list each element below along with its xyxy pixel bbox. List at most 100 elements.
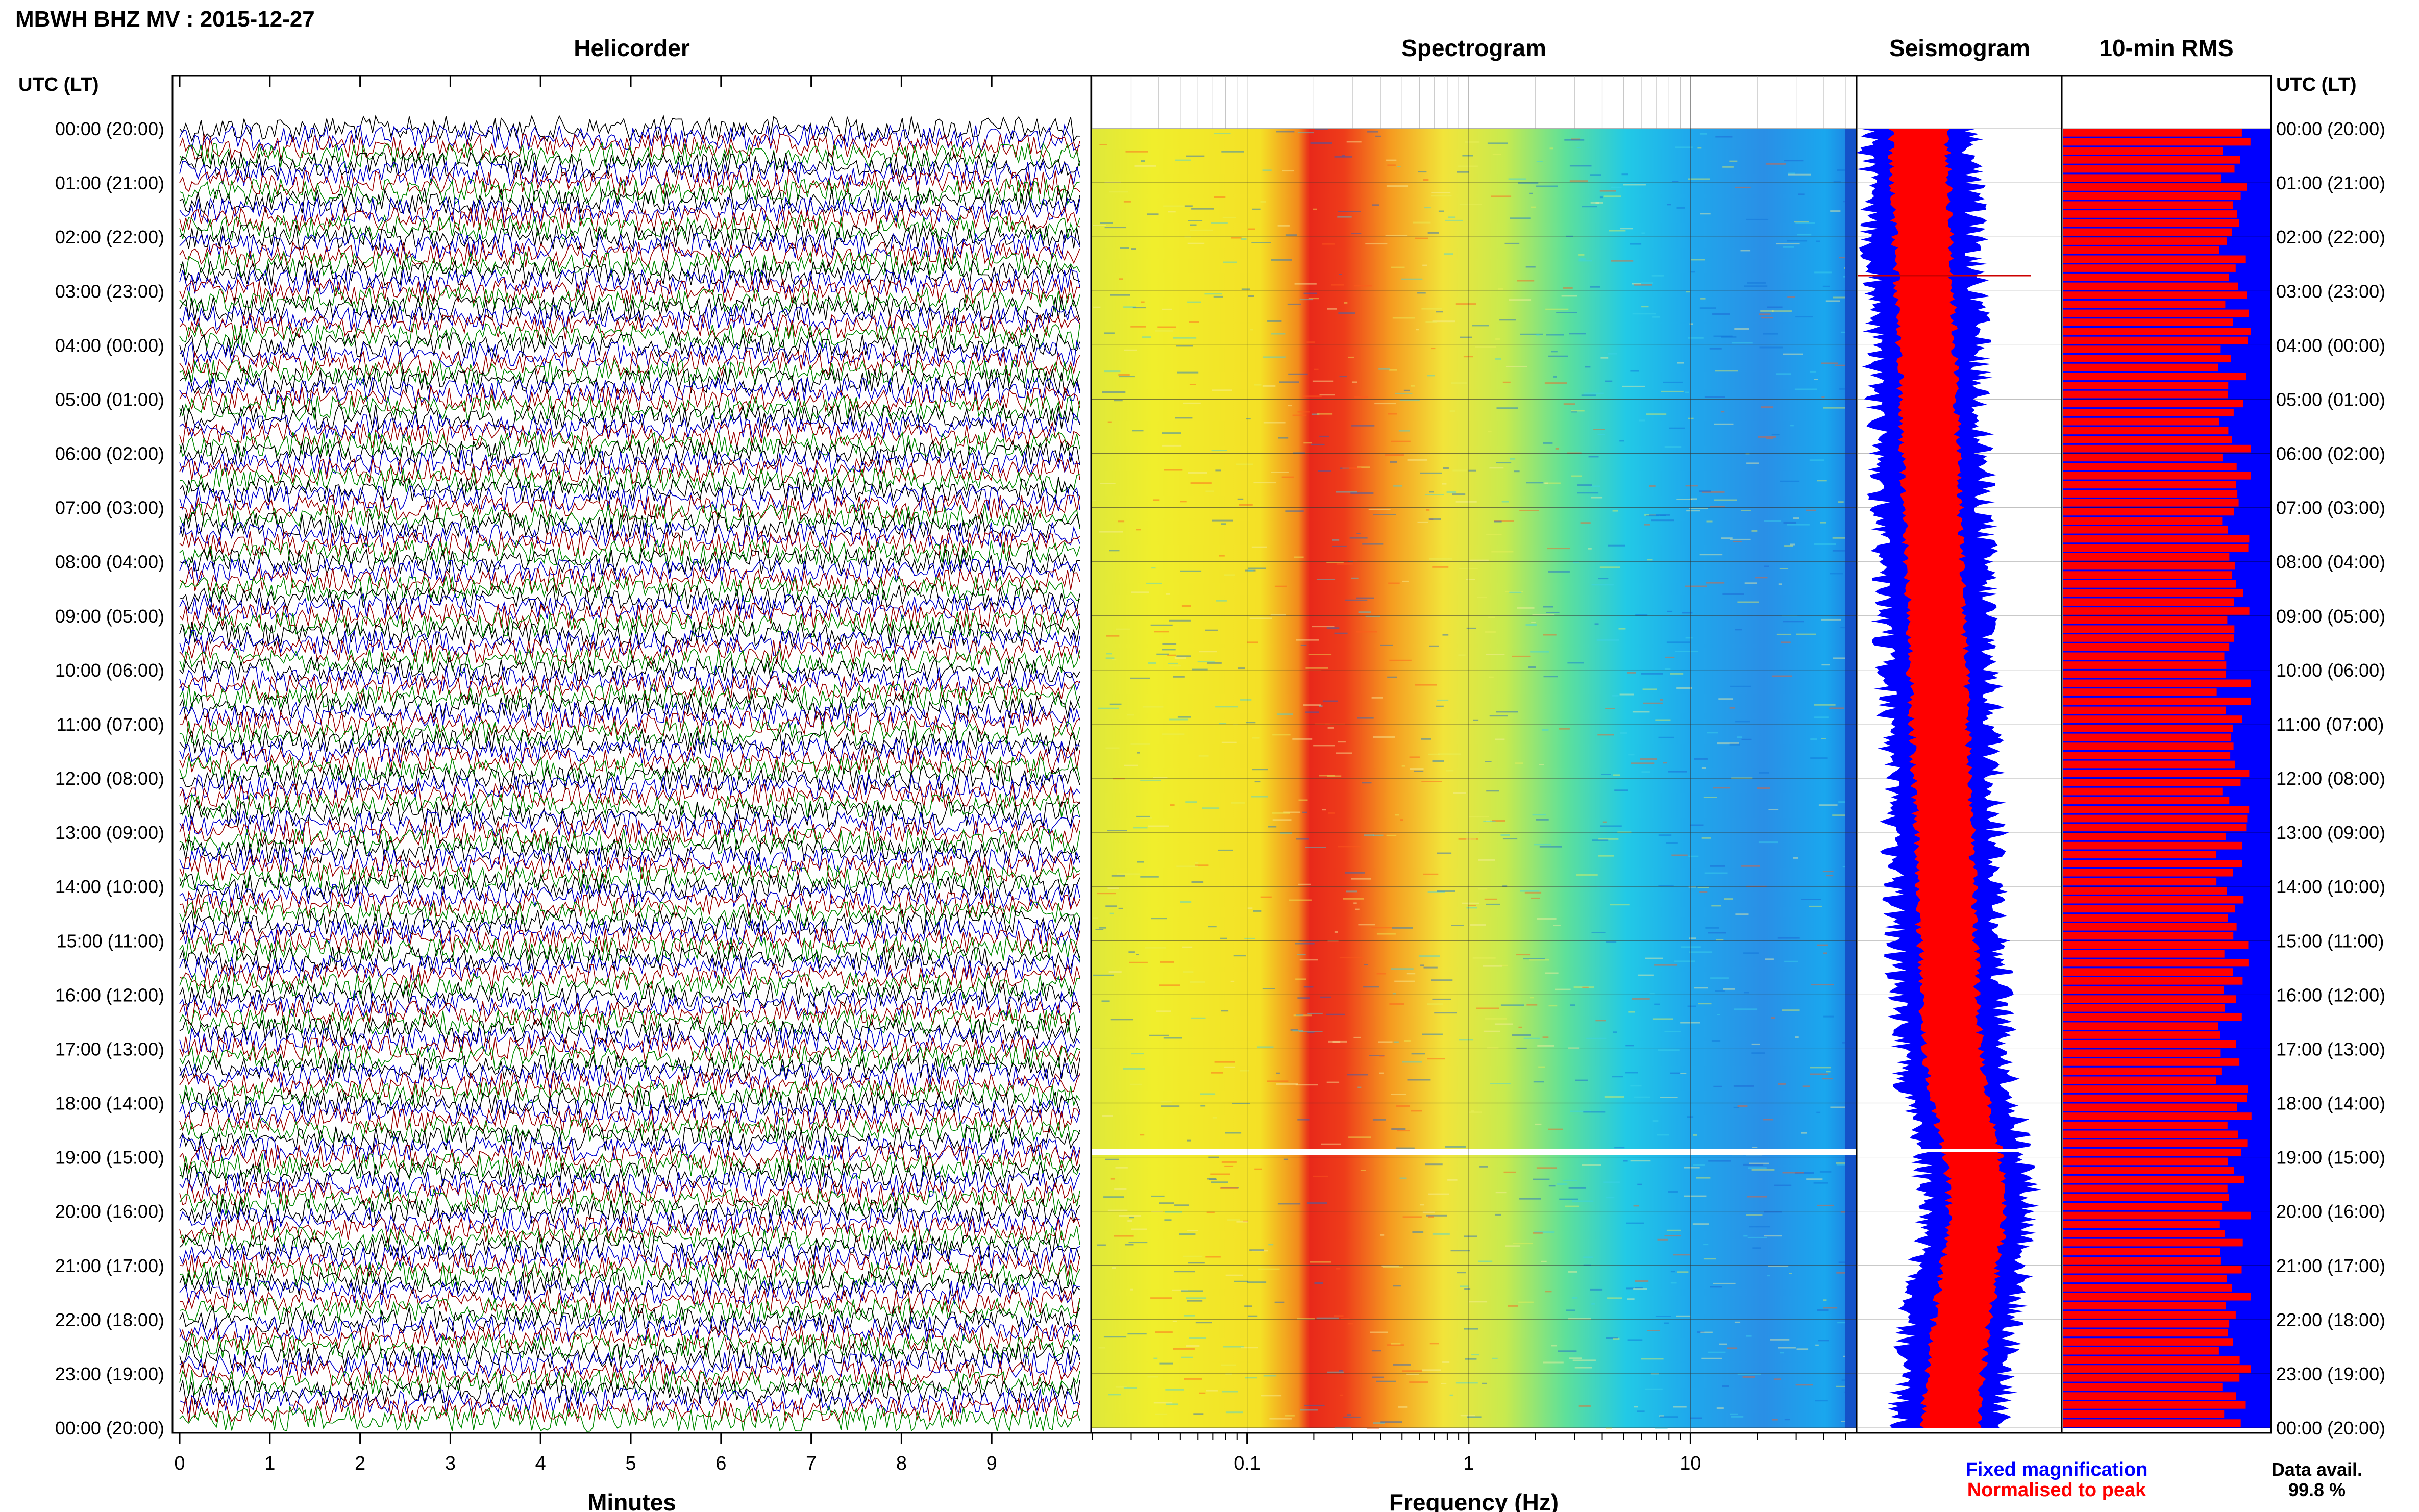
rms-fixed-background [2063,129,2270,1428]
spectrogram-texture-streak [1276,1072,1280,1074]
spectrogram-texture-streak [1162,308,1172,310]
helicorder-trace [179,989,1080,1018]
spectrogram-texture-streak [1358,924,1375,926]
spectrogram-texture-streak [1597,734,1614,736]
spectrogram-texture-streak [1490,1083,1511,1084]
spectrogram-texture-streak [1185,801,1197,803]
spectrogram-texture-streak [1676,207,1685,209]
spectrogram-texture-streak [1285,510,1304,512]
spectrogram-texture-streak [1353,902,1357,904]
spectrogram-texture-streak [1469,1301,1488,1303]
spectrogram-texture-streak [1543,1361,1564,1364]
spectrogram-texture-streak [1746,462,1759,464]
spectrogram-texture-streak [1297,411,1310,413]
spectrogram-texture-streak [1644,524,1650,526]
spectrogram-texture-streak [1489,715,1508,717]
spectrogram-texture-streak [1420,472,1442,474]
spectrogram-texture-streak [1466,838,1476,840]
spectrogram-texture-streak [1547,548,1570,550]
spectrogram-texture-streak [1338,741,1346,743]
helicorder-trace [179,323,1080,349]
spectrogram-texture-streak [1348,1136,1371,1138]
spectrogram-texture-streak [1391,440,1411,442]
spectrogram-texture-streak [1411,1053,1425,1055]
spectrogram-texture-streak [1356,597,1374,599]
spectrogram-texture-streak [1247,1281,1267,1283]
rms-bar [2063,535,2250,543]
rms-bar [2063,986,2224,994]
spectrogram-texture-streak [1685,391,1689,393]
spectrogram-texture-streak [1599,196,1603,199]
spectrogram-texture-streak [1271,472,1289,473]
spectrogram-texture-streak [1270,614,1286,616]
spectrogram-texture-streak [1476,597,1487,599]
spectrogram-texture-streak [1386,834,1397,836]
spectrogram-texture-streak [1545,972,1559,974]
spectrogram-texture-streak [1709,348,1722,350]
spectrogram-texture-streak [1468,816,1489,818]
spectrogram-texture-streak [1243,1220,1248,1222]
spectrogram-texture-streak [1123,306,1136,308]
rms-bar [2063,1302,2226,1310]
spectrogram-texture-streak [1175,417,1193,419]
spectrogram-texture-streak [1212,1117,1217,1119]
spectrogram-texture-streak [1184,1378,1202,1380]
spectrogram-texture-streak [1485,631,1496,633]
spectrogram-texture-streak [1287,303,1301,305]
spectrogram-texture-streak [1438,753,1462,755]
spectrogram-texture-streak [1793,517,1799,519]
spectrogram-texture-streak [1153,1357,1158,1359]
spectrogram-texture-streak [1327,1371,1344,1373]
spectrogram-texture-streak [1166,1403,1178,1405]
spectrogram-texture-streak [1221,151,1244,153]
spectrogram-texture-streak [1109,550,1120,552]
spectrogram-texture-streak [1591,932,1606,933]
rms-bar [2063,508,2234,516]
spectrogram-texture-streak [1167,654,1176,656]
spectrogram-texture-streak [1092,500,1096,502]
spectrogram-texture-streak [1614,789,1628,791]
spectrogram-texture-streak [1208,926,1217,928]
time-label-right: 14:00 (10:00) [2276,876,2385,897]
helicorder-trace [179,557,1080,585]
spectrogram-texture-streak [1699,307,1716,309]
spectrogram-texture-streak [1515,762,1523,764]
rms-bar [2063,869,2233,877]
spectrogram-texture-streak [1464,1328,1478,1330]
spectrogram-texture-streak [1111,875,1125,877]
spectrogram-texture-streak [1334,156,1352,158]
spectrogram-texture-streak [1175,159,1191,161]
spectrogram-texture-streak [1425,321,1438,323]
rms-bar [2063,824,2247,832]
spectrogram-texture-streak [1220,937,1227,939]
spectrogram-texture-streak [1190,224,1197,226]
spectrogram-texture-streak [1216,600,1227,602]
spectrogram-texture-streak [1677,362,1684,364]
spectrogram-texture-streak [1539,764,1544,765]
spectrogram-texture-streak [1231,237,1242,239]
helicorder-x-tick-label: 3 [445,1453,456,1474]
spectrogram-texture-streak [1744,582,1757,584]
spectrogram-texture-streak [1313,745,1335,747]
time-label-left: 01:00 (21:00) [55,172,164,193]
rms-bar [2063,1410,2225,1418]
spectrogram-texture-streak [1099,144,1107,145]
spectrogram-texture-streak [1810,738,1817,740]
spectrogram-texture-streak [1181,1290,1203,1292]
helicorder-trace [179,214,1080,242]
spectrogram-texture-streak [1192,668,1208,671]
spectrogram-texture-streak [1269,1418,1292,1420]
spectrogram-texture-streak [1202,807,1220,809]
spectrogram-texture-streak [1345,599,1368,601]
spectrogram-texture-streak [1593,429,1605,430]
spectrogram-texture-streak [1780,1352,1784,1354]
spectrogram-texture-streak [1221,523,1226,525]
rms-bar [2063,472,2251,480]
spectrogram-texture-streak [1514,470,1520,473]
spectrogram-texture-streak [1389,659,1412,661]
spectrogram-texture-streak [1468,469,1476,472]
spectrogram-texture-streak [1751,1052,1765,1054]
spectrogram-texture-streak [1118,374,1130,376]
spectrogram-texture-streak [1418,171,1427,173]
spectrogram-texture-streak [1351,233,1362,234]
